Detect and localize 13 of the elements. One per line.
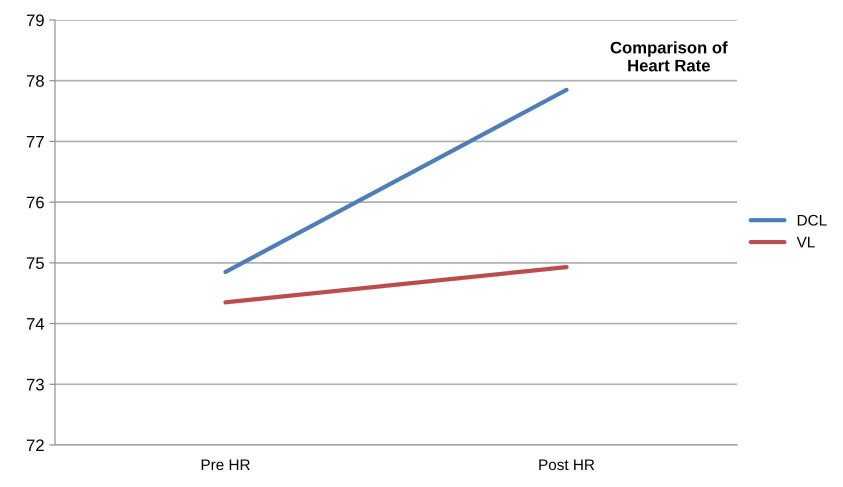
- y-tick-label: 74: [26, 318, 44, 330]
- y-tick-label: 76: [26, 196, 44, 208]
- y-tick-label: 72: [26, 439, 44, 452]
- x-tick-label: Post HR: [539, 459, 594, 470]
- x-tick-label: Pre HR: [202, 459, 250, 470]
- y-tick-label: 79: [26, 14, 44, 26]
- y-tick-label: 75: [26, 257, 44, 270]
- y-tick-label: 77: [26, 136, 44, 148]
- y-tick-label: 78: [26, 75, 44, 87]
- legend-label: VL: [796, 236, 815, 248]
- legend-label: DCL: [798, 214, 827, 226]
- y-tick-label: 73: [26, 378, 44, 390]
- text: Comparison of Heart Rate: [610, 41, 728, 72]
